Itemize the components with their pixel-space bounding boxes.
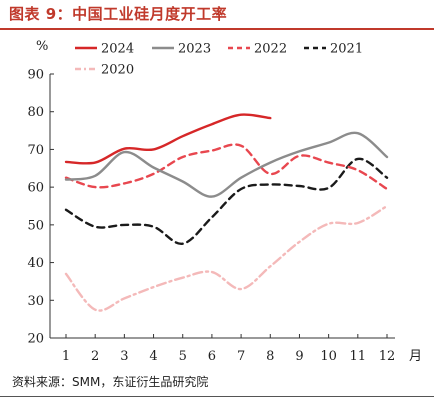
x-tick-label: 10 [320,349,337,364]
series-line-2021 [64,157,389,245]
series-line-2024 [64,113,272,165]
y-tick-label: 50 [27,218,44,233]
x-tick-label: 4 [149,349,157,364]
x-tick-label: 6 [208,349,216,364]
y-tick-label: 20 [27,332,44,347]
chart-series [64,113,389,312]
source-note: 资料来源：SMM，东证衍生品研究院 [12,375,209,389]
y-tick-label: 80 [27,105,44,120]
series-line-2023 [64,131,389,198]
x-tick-label: 12 [379,349,396,364]
y-tick-label: 40 [27,256,44,271]
legend-label: 2024 [101,42,134,57]
y-tick-label: 30 [27,294,44,309]
x-tick-label: 8 [266,349,274,364]
series-line-2022 [64,143,389,191]
x-tick-label: 11 [350,349,367,364]
legend-label: 2022 [254,42,287,57]
x-tick-label: 1 [62,349,70,364]
x-tick-label: 2 [91,349,99,364]
x-tick-label: 9 [295,349,303,364]
x-axis-label: 月 [409,349,422,364]
y-tick-label: 90 [27,68,44,83]
legend-label: 2021 [330,42,363,57]
y-tick-label: 60 [27,181,44,196]
series-line-2020 [64,204,389,312]
y-axis-label: % [36,39,48,54]
y-tick-label: 70 [27,143,44,158]
chart-legend: 2024 2023 2022 2021 2020 [75,42,363,78]
legend-label: 2020 [101,63,134,78]
legend-label: 2023 [178,42,211,57]
x-tick-label: 7 [237,349,245,364]
figure-title: 图表 9：中国工业硅月度开工率 [9,5,228,23]
x-tick-label: 5 [179,349,187,364]
title-rule [0,28,434,30]
x-tick-label: 3 [120,349,128,364]
bottom-rule [0,396,434,397]
